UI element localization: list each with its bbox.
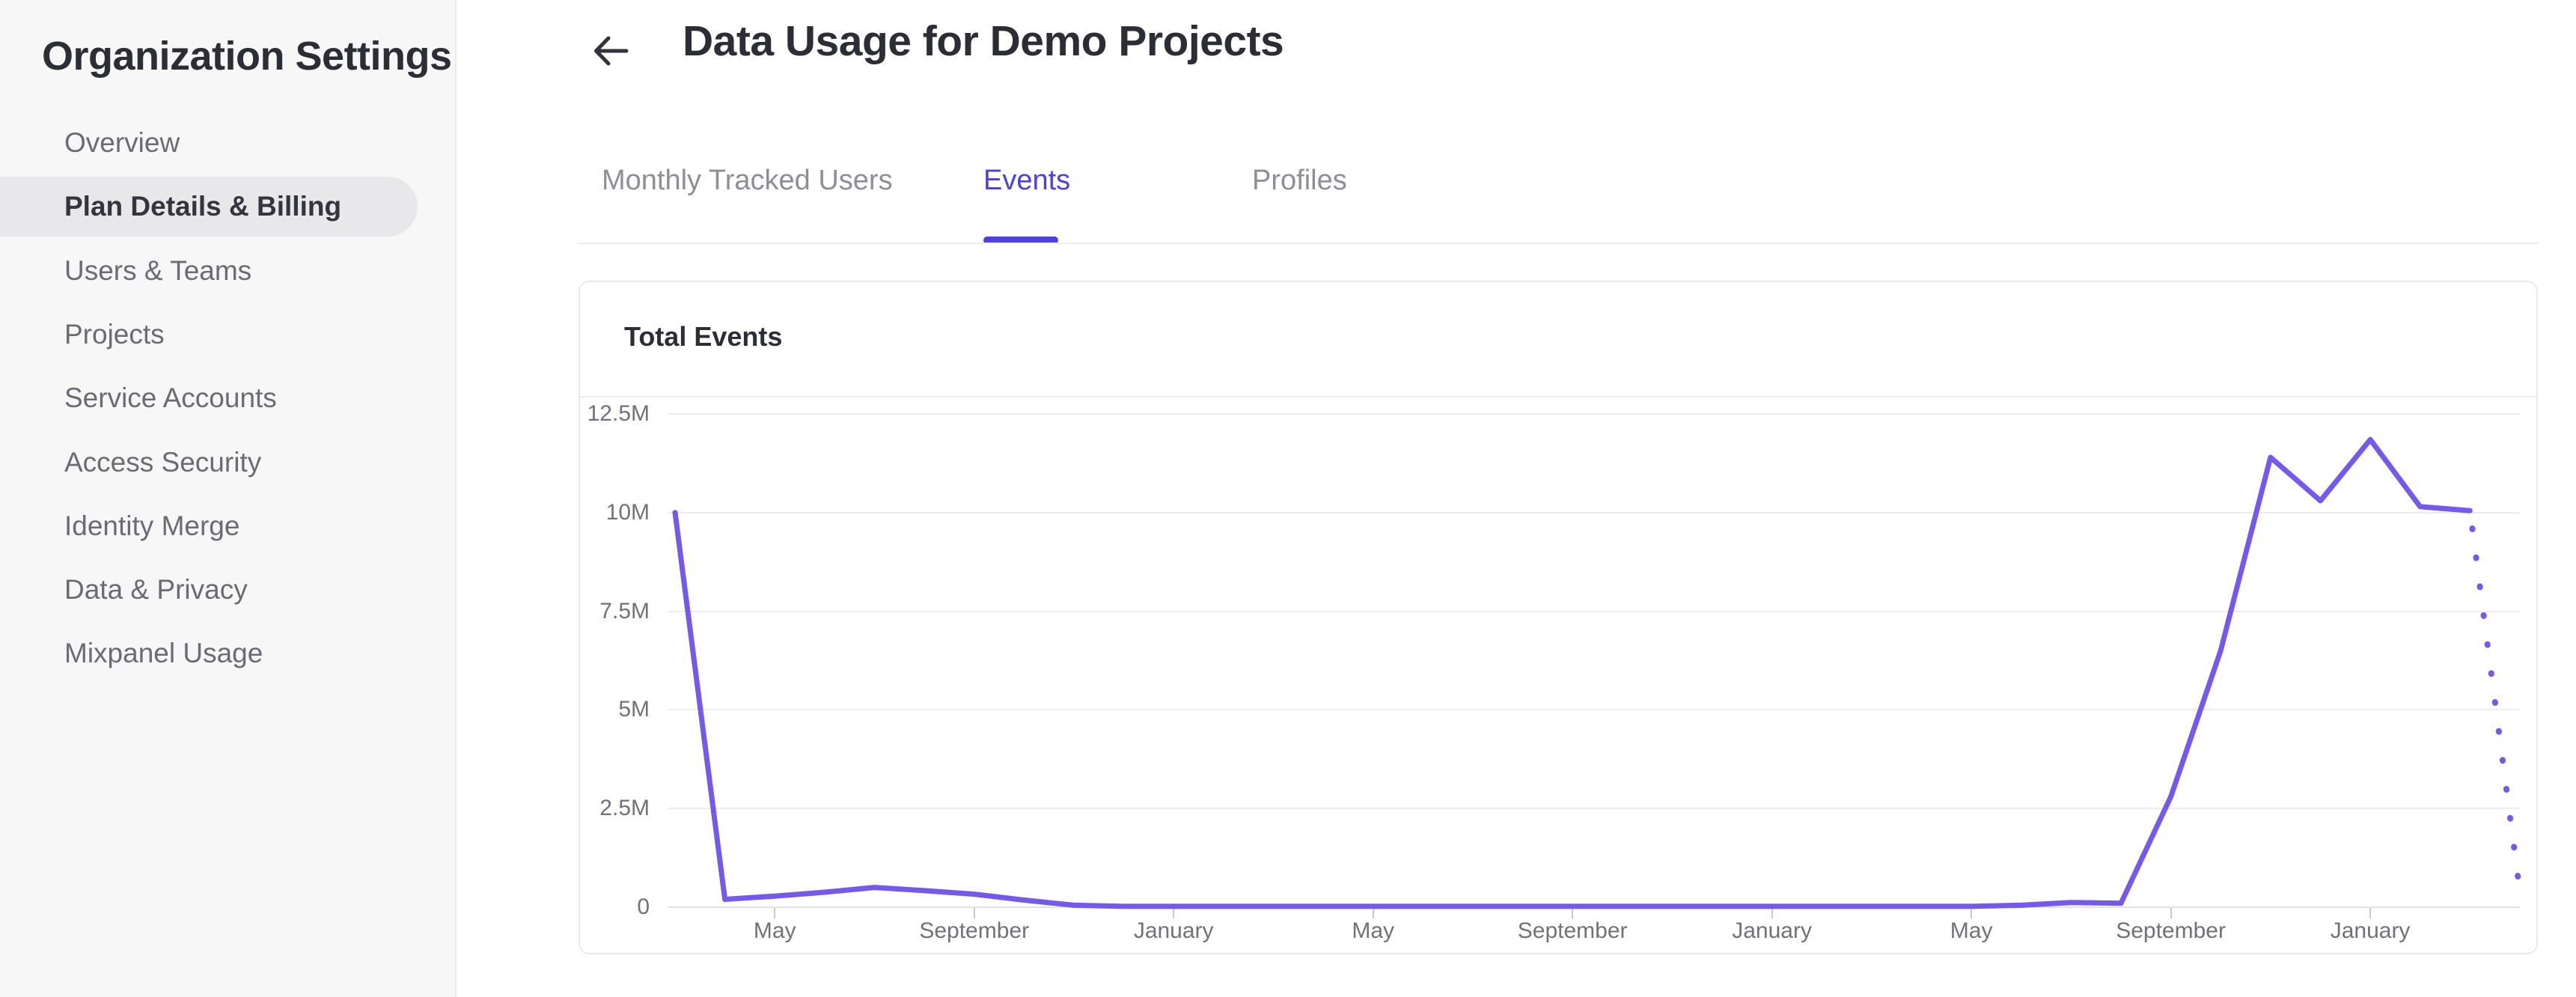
tab-bar-divider	[578, 243, 2539, 244]
x-axis-label: May	[1950, 918, 1993, 943]
y-axis-label: 5M	[618, 697, 650, 722]
sidebar-item-label: Service Accounts	[64, 382, 277, 414]
back-button[interactable]	[590, 31, 632, 70]
gridline	[668, 511, 2520, 513]
y-axis-label: 0	[637, 894, 650, 919]
total-events-chart: 12.5M 10M 7.5M 5M 2.5M 0 May September January Ma…	[580, 282, 2536, 953]
x-axis-tick	[774, 908, 776, 918]
x-axis-tick	[1372, 908, 1374, 918]
x-axis-tick	[973, 908, 975, 918]
total-events-card: Total Events 12.5M 10M 7.5M 5M 2.5M 0 May Septe…	[579, 281, 2538, 954]
sidebar-item-label: Projects	[64, 318, 165, 350]
x-axis-label: September	[1517, 918, 1628, 943]
gridline	[668, 610, 2520, 612]
x-axis-tick	[1771, 908, 1773, 918]
sidebar-item-projects[interactable]: Projects	[0, 305, 418, 365]
sidebar-title: Organization Settings	[42, 34, 452, 79]
gridline	[668, 808, 2520, 810]
sidebar-item-label: Overview	[64, 127, 180, 158]
tab-monthly-tracked-users[interactable]: Monthly Tracked Users	[602, 165, 893, 196]
sidebar-item-service-accounts[interactable]: Service Accounts	[0, 368, 418, 428]
sidebar-item-data-privacy[interactable]: Data & Privacy	[0, 560, 418, 620]
x-axis-label: January	[1133, 918, 1214, 943]
total-events-line[interactable]	[672, 436, 2473, 909]
x-axis-label: May	[753, 918, 796, 943]
sidebar-item-users-teams[interactable]: Users & Teams	[0, 241, 418, 301]
sidebar-item-label: Users & Teams	[64, 254, 252, 286]
tab-profiles[interactable]: Profiles	[1252, 165, 1347, 196]
sidebar: Organization Settings Overview Plan Detai…	[0, 0, 457, 997]
back-arrow-icon	[594, 36, 629, 66]
x-axis-label: May	[1352, 918, 1395, 943]
y-axis-label: 12.5M	[587, 401, 650, 426]
sidebar-item-label: Mixpanel Usage	[64, 638, 263, 669]
sidebar-item-label: Plan Details & Billing	[64, 191, 342, 222]
page-title: Data Usage for Demo Projects	[683, 17, 1284, 65]
sidebar-item-access-security[interactable]: Access Security	[0, 433, 418, 493]
sidebar-item-label: Data & Privacy	[64, 574, 248, 606]
x-axis-tick	[1572, 908, 1574, 918]
y-axis-label: 10M	[605, 499, 650, 525]
sidebar-item-plan-details-billing[interactable]: Plan Details & Billing	[0, 177, 418, 237]
x-axis-label: September	[919, 918, 1030, 943]
x-axis-label: January	[2330, 918, 2411, 943]
sidebar-item-overview[interactable]: Overview	[0, 113, 418, 173]
x-axis-label: September	[2116, 918, 2226, 943]
tab-events[interactable]: Events	[983, 165, 1071, 196]
gridline	[668, 413, 2520, 415]
sidebar-item-identity-merge[interactable]: Identity Merge	[0, 496, 418, 556]
x-axis-label: January	[1732, 918, 1812, 943]
x-axis-tick	[2170, 908, 2172, 918]
card-header-divider	[580, 396, 2536, 397]
card-title: Total Events	[624, 321, 783, 352]
gridline	[668, 709, 2520, 711]
x-axis-tick	[1971, 908, 1973, 918]
x-axis-tick	[2369, 908, 2372, 918]
active-tab-underline	[983, 237, 1058, 244]
sidebar-item-label: Access Security	[64, 446, 262, 478]
sidebar-item-mixpanel-usage[interactable]: Mixpanel Usage	[0, 623, 418, 683]
x-axis-tick	[1173, 908, 1175, 918]
y-axis-label: 2.5M	[599, 796, 650, 821]
projected-events-dotted-line[interactable]	[2467, 507, 2523, 894]
sidebar-item-label: Identity Merge	[64, 510, 240, 541]
y-axis-label: 7.5M	[599, 598, 650, 623]
